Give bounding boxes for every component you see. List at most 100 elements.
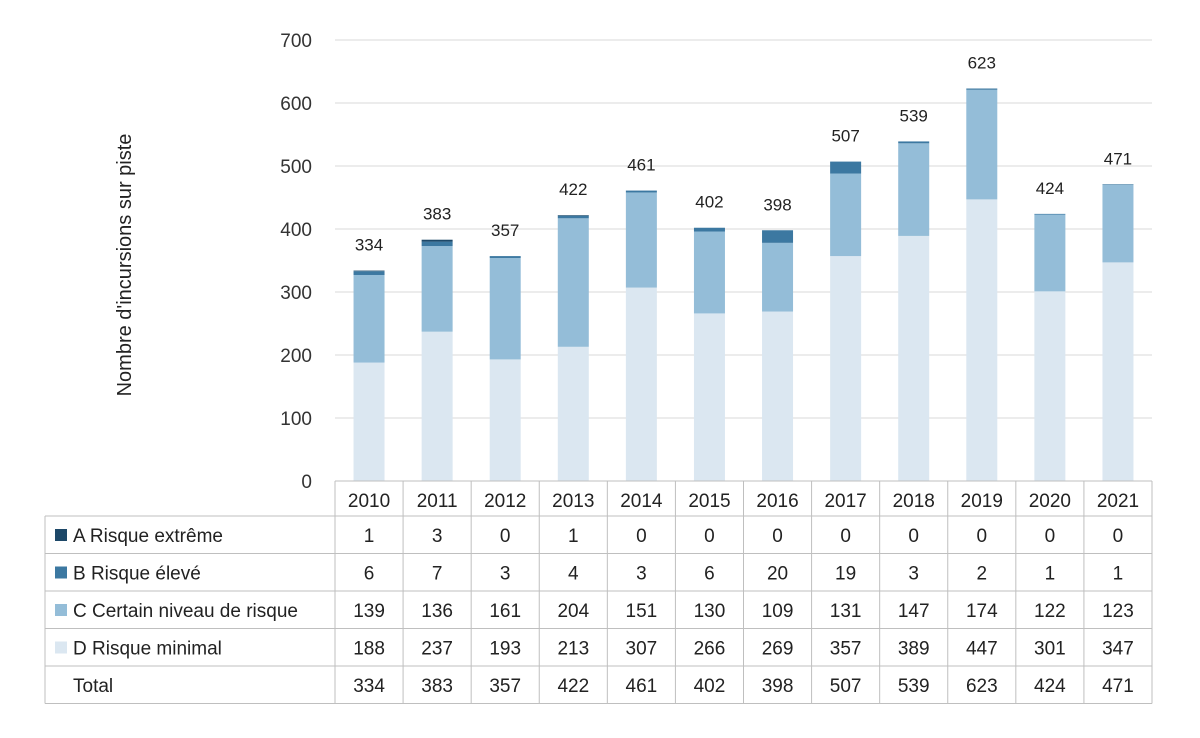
bar-segment (489, 256, 521, 258)
bar-segment (830, 173, 862, 257)
bar-segment (421, 331, 453, 481)
bar-total-label: 398 (763, 195, 791, 214)
table-cell-value: 307 (626, 639, 658, 660)
table-cell-value: 188 (353, 639, 385, 660)
table-cell-value: 109 (762, 601, 794, 622)
bar-segment (625, 190, 657, 193)
table-cell-value: 130 (694, 601, 726, 622)
y-tick-label: 300 (280, 283, 312, 304)
bar-segment (830, 256, 862, 481)
table-cell-value: 7 (432, 564, 443, 585)
table-cell-value: 0 (500, 526, 511, 547)
table-cell-value: 0 (636, 526, 647, 547)
bar-segment (421, 246, 453, 332)
bar-total-label: 402 (695, 193, 723, 212)
table-cell-value: 6 (364, 564, 375, 585)
legend-label: D Risque minimal (73, 639, 222, 660)
total-row-label: Total (73, 676, 113, 697)
table-cell-value: 1 (364, 526, 375, 547)
x-tick-label: 2015 (688, 491, 730, 512)
bar-segment (489, 257, 521, 360)
table-total-value: 398 (762, 676, 794, 697)
table-cell-value: 3 (432, 526, 443, 547)
table-cell-value: 1 (1045, 564, 1056, 585)
y-tick-label: 0 (301, 472, 312, 493)
bar-total-labels: 334 383 357 422 461 402 398 507 539 623 424 471 (355, 54, 1132, 255)
bar-total-label: 471 (1104, 149, 1132, 168)
x-tick-label: 2012 (484, 491, 526, 512)
table-cell-value: 213 (557, 639, 589, 660)
bar-segment (557, 215, 589, 219)
bar-segment (762, 242, 794, 312)
bar-segment (1102, 262, 1134, 481)
bar-segment (421, 241, 453, 247)
x-tick-label: 2021 (1097, 491, 1139, 512)
y-axis-label: Nombre d'incursions sur piste (114, 134, 136, 397)
table-cell-value: 19 (835, 564, 856, 585)
x-tick-label: 2014 (620, 491, 663, 512)
table-cell-value: 123 (1102, 601, 1134, 622)
table-cell-value: 0 (1045, 526, 1056, 547)
table-cell-value: 136 (421, 601, 453, 622)
table-cell-value: 131 (830, 601, 862, 622)
table-cell-value: 20 (767, 564, 788, 585)
y-tick-label: 200 (280, 346, 312, 367)
bar-segment (830, 161, 862, 174)
bar-segment (898, 235, 930, 481)
table-cell-value: 0 (977, 526, 988, 547)
bar-segment (966, 89, 998, 200)
table-cell-value: 266 (694, 639, 726, 660)
table-cell-value: 139 (353, 601, 385, 622)
table-total-value: 424 (1034, 676, 1066, 697)
table-cell-value: 1 (1113, 564, 1124, 585)
x-tick-label: 2018 (893, 491, 935, 512)
bar-total-label: 334 (355, 236, 383, 255)
table-cell-value: 301 (1034, 639, 1066, 660)
x-tick-label: 2020 (1029, 491, 1071, 512)
bar-segment (1034, 291, 1066, 481)
bar-total-label: 383 (423, 205, 451, 224)
bar-segment (693, 313, 725, 481)
table-total-value: 461 (626, 676, 658, 697)
bar-segment (898, 141, 930, 144)
table-cell-value: 3 (908, 564, 919, 585)
bar-segment (557, 215, 589, 216)
table-cell-value: 0 (908, 526, 919, 547)
bar-segment (353, 362, 385, 481)
bar-segment (1102, 184, 1134, 185)
legend-label: A Risque extrême (73, 526, 223, 547)
bar-segment (625, 287, 657, 481)
y-tick-label: 400 (280, 220, 312, 241)
table-cell-value: 357 (830, 639, 862, 660)
y-tick-label: 100 (280, 409, 312, 430)
table-cell-value: 3 (500, 564, 511, 585)
table-cell-value: 1 (568, 526, 579, 547)
bar-segment (1034, 213, 1066, 215)
bar-total-label: 461 (627, 156, 655, 175)
bar-total-label: 507 (831, 127, 859, 146)
bar-segment (557, 218, 589, 347)
bar-segment (1102, 184, 1134, 263)
bar-total-label: 539 (900, 106, 928, 125)
bar-segment (557, 346, 589, 481)
y-axis-ticks: 0 100 200 300 400 500 600 700 (280, 31, 312, 493)
bar-segment (762, 311, 794, 481)
bar-segment (625, 192, 657, 288)
bar-segment (353, 271, 385, 275)
table-cell-value: 4 (568, 564, 579, 585)
table-total-value: 422 (557, 676, 589, 697)
bar-segment (1034, 214, 1066, 292)
bar-segment (421, 239, 453, 242)
table-cell-value: 161 (489, 601, 521, 622)
x-tick-label: 2017 (824, 491, 866, 512)
bar-segment (693, 231, 725, 314)
legend-swatch (55, 529, 67, 541)
table-total-value: 539 (898, 676, 930, 697)
y-tick-label: 500 (280, 157, 312, 178)
bar-segment (966, 88, 998, 90)
table-cell-value: 0 (772, 526, 783, 547)
table-cell-value: 204 (557, 601, 589, 622)
table-cell-value: 193 (489, 639, 521, 660)
bar-segment (693, 227, 725, 232)
